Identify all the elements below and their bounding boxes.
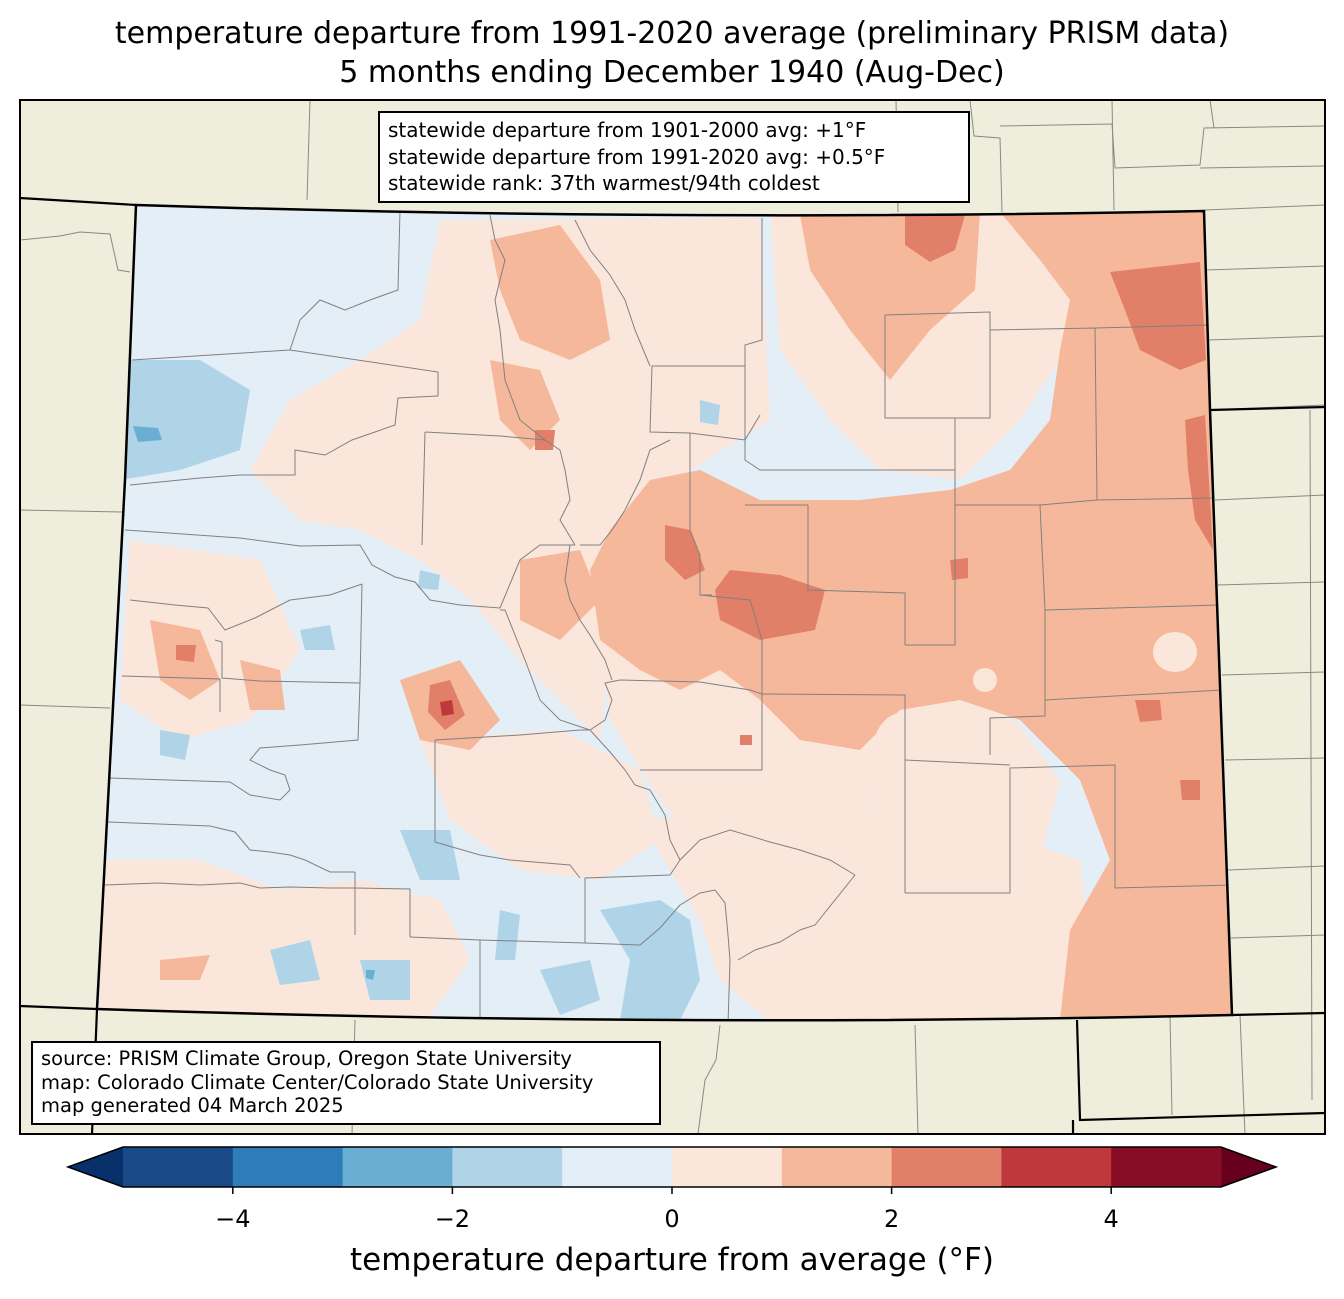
anomaly-field: [97, 205, 1232, 1021]
source-line-generated: map generated 04 March 2025: [41, 1094, 344, 1117]
colorbar-segment: [781, 1147, 893, 1187]
colorbar-segment: [891, 1147, 1002, 1187]
colorado-border: [95, 203, 1234, 1022]
statewide-stats-box: statewide departure from 1901-2000 avg: …: [378, 111, 970, 203]
colorbar-label: temperature departure from average (°F): [350, 1242, 994, 1278]
colorbar-tick-label: 0: [664, 1205, 680, 1233]
map-title-line2: 5 months ending December 1940 (Aug-Dec): [339, 55, 1005, 90]
colorbar-segment: [452, 1147, 563, 1187]
colorbar-underflow-arrow: [68, 1147, 123, 1187]
map-frame: [19, 99, 1326, 1135]
colorbar-tick-label: 4: [1103, 1205, 1119, 1233]
colorbar-tick-label: −2: [434, 1205, 471, 1233]
colorbar-segment: [342, 1147, 453, 1187]
colorbar-overflow-arrow: [1221, 1147, 1276, 1187]
stats-line-1991-2020: statewide departure from 1991-2020 avg: …: [388, 144, 886, 169]
colorbar-segment: [232, 1147, 344, 1187]
source-line-map: map: Colorado Climate Center/Colorado St…: [41, 1070, 594, 1094]
colorbar-segment: [1001, 1147, 1112, 1187]
colorbar-segment: [672, 1147, 783, 1187]
source-line-data: source: PRISM Climate Group, Oregon Stat…: [41, 1047, 572, 1070]
stats-line-rank: statewide rank: 37th warmest/94th coldes…: [388, 171, 820, 195]
map-title-line1: temperature departure from 1991-2020 ave…: [114, 16, 1230, 51]
colorbar-tick-label: 2: [883, 1205, 900, 1233]
colorbar-segment: [562, 1147, 673, 1187]
county-lines: [104, 209, 1231, 1021]
stats-line-1901-2000: statewide departure from 1901-2000 avg: …: [388, 118, 867, 142]
colorbar-tick-label: −4: [215, 1205, 251, 1233]
colorbar-outline: [65, 1146, 1279, 1188]
source-box: source: PRISM Climate Group, Oregon Stat…: [31, 1041, 661, 1125]
colorbar: [65, 1146, 1279, 1194]
neighbor-county-lines: [20, 100, 1325, 1134]
colorbar-segment: [1111, 1147, 1222, 1187]
colorbar-segment: [123, 1147, 234, 1187]
